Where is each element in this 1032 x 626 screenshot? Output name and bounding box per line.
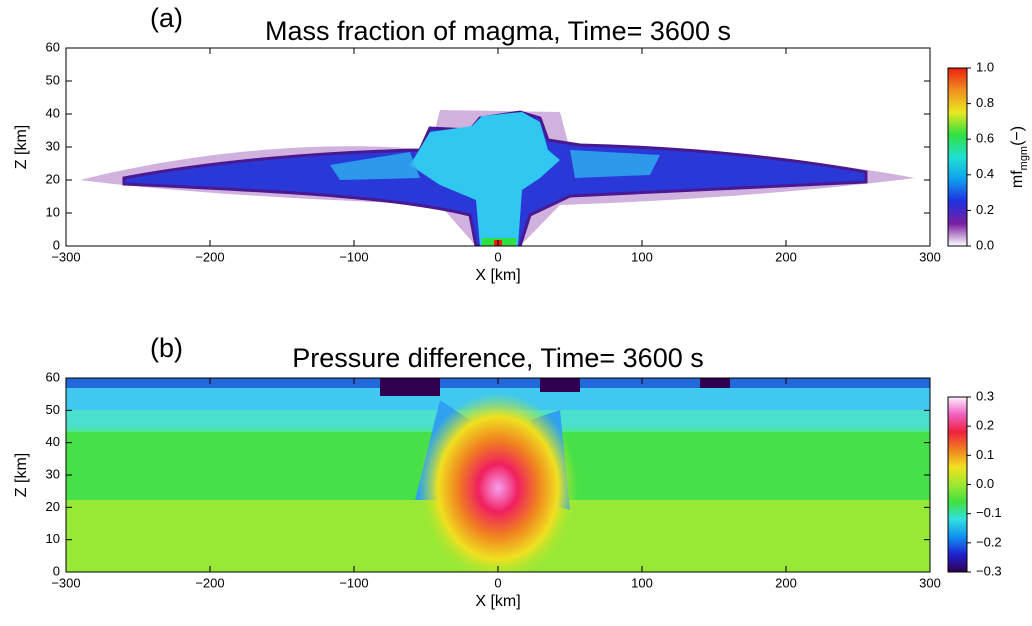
x-axis-label: X [km] <box>475 593 520 610</box>
y-tick-label: 30 <box>46 466 60 481</box>
y-tick-label: 40 <box>46 434 60 449</box>
x-tick-label: 200 <box>775 575 797 590</box>
colorbar-label-main: mf <box>1009 170 1026 188</box>
y-tick-label: 50 <box>46 402 60 417</box>
y-axis-label: Z [km] <box>13 125 30 169</box>
dark-patch <box>380 378 440 396</box>
plume-core <box>410 112 560 246</box>
x-tick-label: 0 <box>494 249 501 264</box>
colorbar-tick-label: 0.6 <box>976 131 994 146</box>
chart-title: Pressure difference, Time= 3600 s <box>292 343 703 373</box>
colorbar-tick-label: 0.0 <box>976 237 994 252</box>
colorbar-tick-label: 1.0 <box>976 59 994 74</box>
y-tick-label: 10 <box>46 204 60 219</box>
colorbar-tick-label: 0.3 <box>976 388 994 403</box>
y-tick-label: 60 <box>46 369 60 384</box>
y-axis-label: Z [km] <box>13 453 30 497</box>
colorbar-tick-label: 0.4 <box>976 166 994 181</box>
field-a <box>80 110 915 246</box>
x-tick-label: −200 <box>195 249 224 264</box>
panel-label: (a) <box>150 3 183 33</box>
y-tick-label: 30 <box>46 138 60 153</box>
x-tick-label: 100 <box>631 575 653 590</box>
colorbar-tick-label: 0.2 <box>976 202 994 217</box>
panel-label: (b) <box>150 333 183 363</box>
x-tick-label: −300 <box>51 575 80 590</box>
colorbar <box>947 67 968 247</box>
x-tick-label: −200 <box>195 575 224 590</box>
chart-title: Mass fraction of magma, Time= 3600 s <box>265 16 731 46</box>
colorbar-tick-label: 0.1 <box>976 447 994 462</box>
dark-patch <box>700 378 730 388</box>
colorbar-tick-label: −0.2 <box>976 534 1002 549</box>
dark-patch <box>540 378 580 392</box>
colorbar-label-sub: mgm <box>1018 146 1030 170</box>
x-tick-label: 300 <box>919 575 941 590</box>
colorbar-tick-label: −0.1 <box>976 505 1002 520</box>
colorbar-label: mfmgm(−) <box>1009 126 1030 188</box>
center-anomaly <box>418 393 578 572</box>
y-tick-label: 0 <box>53 563 60 578</box>
colorbar-label-unit: (−) <box>1009 126 1026 146</box>
x-tick-label: −100 <box>339 575 368 590</box>
field-b <box>66 378 930 572</box>
x-tick-label: 200 <box>775 249 797 264</box>
colorbar-tick-label: 0.0 <box>976 476 994 491</box>
y-tick-label: 40 <box>46 105 60 120</box>
y-tick-label: 20 <box>46 499 60 514</box>
y-tick-label: 20 <box>46 171 60 186</box>
x-tick-label: −100 <box>339 249 368 264</box>
x-tick-label: 100 <box>631 249 653 264</box>
x-tick-label: −300 <box>51 249 80 264</box>
colorbar-tick-label: 0.2 <box>976 418 994 433</box>
y-tick-label: 10 <box>46 531 60 546</box>
colorbar <box>947 396 968 573</box>
x-axis-label: X [km] <box>475 267 520 284</box>
colorbar-tick-label: −0.3 <box>976 563 1002 578</box>
x-tick-label: 0 <box>494 575 501 590</box>
plume-core-side <box>330 150 660 180</box>
y-tick-label: 60 <box>46 39 60 54</box>
y-tick-label: 0 <box>53 237 60 252</box>
y-tick-label: 50 <box>46 72 60 87</box>
x-tick-label: 300 <box>919 249 941 264</box>
colorbar-tick-label: 0.8 <box>976 95 994 110</box>
